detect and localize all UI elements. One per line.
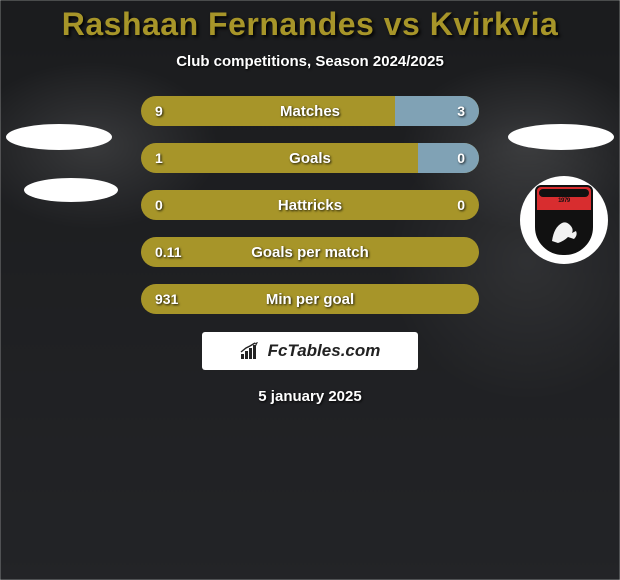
comparison-title: Rashaan Fernandes vs Kvirkvia bbox=[62, 6, 559, 43]
main-container: Rashaan Fernandes vs Kvirkvia Club compe… bbox=[0, 0, 620, 580]
subtitle: Club competitions, Season 2024/2025 bbox=[176, 53, 444, 70]
stat-value-right: 0 bbox=[457, 190, 465, 220]
stats-list: Matches93Goals10Hattricks00Goals per mat… bbox=[0, 96, 620, 314]
stat-row: Goals1 0 bbox=[141, 143, 479, 173]
stat-value-left: 9 bbox=[155, 96, 163, 126]
stat-label: Hattricks bbox=[141, 190, 479, 220]
stat-row: Hattricks0 0 bbox=[141, 190, 479, 220]
stat-value-left: 0 bbox=[155, 190, 163, 220]
stat-label: Matches bbox=[141, 96, 479, 126]
stat-value-left: 931 bbox=[155, 284, 178, 314]
stat-label: Goals bbox=[141, 143, 479, 173]
stat-row: Goals per match0.11 bbox=[141, 237, 479, 267]
stat-row: Min per goal931 bbox=[141, 284, 479, 314]
stat-value-right: 0 bbox=[457, 143, 465, 173]
stat-label: Min per goal bbox=[141, 284, 479, 314]
stat-value-left: 1 bbox=[155, 143, 163, 173]
date: 5 january 2025 bbox=[258, 388, 361, 405]
branding-box: FcTables.com bbox=[202, 332, 418, 370]
stat-value-right: 3 bbox=[457, 96, 465, 126]
stat-value-left: 0.11 bbox=[155, 237, 181, 267]
stat-row: Matches9 3 bbox=[141, 96, 479, 126]
stat-label: Goals per match bbox=[141, 237, 479, 267]
bar-chart-icon bbox=[240, 342, 262, 360]
branding-text: FcTables.com bbox=[268, 341, 381, 361]
